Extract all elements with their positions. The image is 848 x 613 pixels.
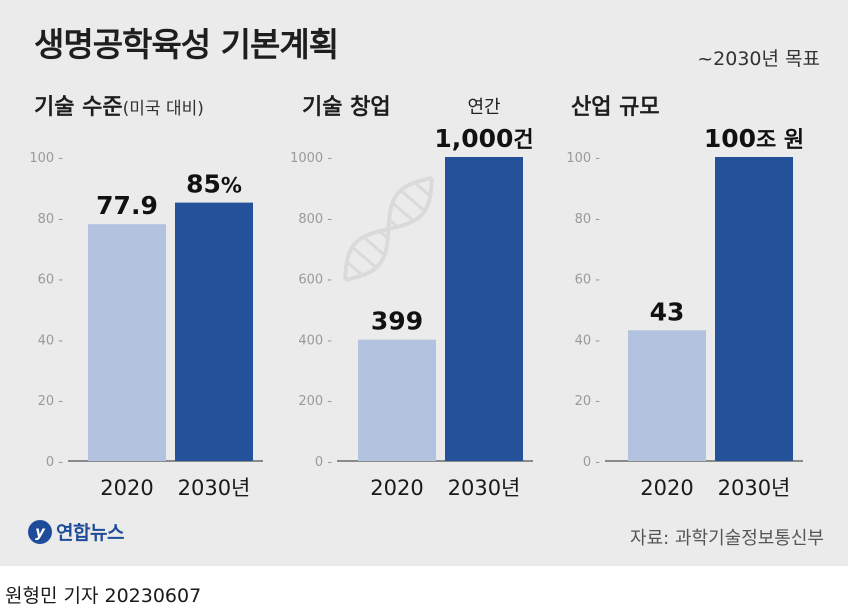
- dna-rung: [345, 260, 364, 277]
- category-label: 2020: [100, 476, 153, 500]
- dna-rung: [391, 201, 415, 223]
- y-tick-label: 1000 -: [290, 151, 332, 166]
- value-label-number: 399: [371, 307, 423, 336]
- y-tick-label: 0 -: [315, 455, 332, 470]
- y-tick-label: 20 -: [575, 394, 601, 409]
- bar: [628, 330, 706, 461]
- bar: [175, 202, 253, 461]
- dna-rung: [378, 229, 389, 240]
- page-title: 생명공학육성 기본계획: [34, 25, 339, 64]
- value-label-number: 1,000: [434, 124, 513, 153]
- logo-text: 연합뉴스: [56, 522, 124, 544]
- bar: [358, 339, 436, 461]
- y-tick-label: 600 -: [298, 273, 332, 288]
- dna-rung: [351, 245, 378, 269]
- dna-rung: [388, 218, 399, 229]
- value-label-unit: %: [221, 174, 242, 198]
- value-label: 43: [650, 297, 685, 326]
- chart-heading-main: 기술 수준: [34, 95, 123, 120]
- y-tick-label: 0 -: [583, 455, 600, 470]
- value-label: 85%: [186, 170, 242, 199]
- yonhap-logo-icon: y: [28, 519, 52, 544]
- value-label: 77.9: [96, 191, 158, 220]
- chart-heading: 기술 수준(미국 대비): [34, 95, 204, 120]
- y-tick-label: 100 -: [566, 151, 600, 166]
- value-label-number: 77.9: [96, 191, 158, 220]
- y-tick-label: 20 -: [38, 394, 64, 409]
- y-tick-label: 200 -: [298, 394, 332, 409]
- value-label-number: 43: [650, 297, 685, 326]
- value-label-unit: 건: [513, 128, 533, 153]
- y-tick-label: 100 -: [29, 151, 63, 166]
- chart-heading: 산업 규모: [571, 95, 660, 120]
- value-label: 100조 원: [704, 124, 804, 153]
- y-tick-label: 40 -: [38, 333, 64, 348]
- y-tick-label: 40 -: [575, 333, 601, 348]
- goal-note: ~2030년 목표: [697, 48, 820, 70]
- value-label-number: 100: [704, 124, 756, 153]
- dna-rung: [362, 235, 386, 257]
- category-label: 2030년: [448, 476, 521, 500]
- value-label: 1,000건: [434, 124, 533, 153]
- dna-icon: [343, 176, 434, 282]
- value-label: 399: [371, 307, 423, 336]
- y-tick-label: 0 -: [46, 455, 63, 470]
- publisher-logo: y 연합뉴스: [28, 518, 124, 545]
- y-tick-label: 80 -: [38, 212, 64, 227]
- bar: [715, 157, 793, 461]
- y-tick-label: 60 -: [575, 273, 601, 288]
- chart-heading-main: 산업 규모: [571, 95, 660, 120]
- source-note: 자료: 과학기술정보통신부: [630, 528, 824, 549]
- byline: 원형민 기자 20230607: [5, 585, 202, 607]
- dna-strand: [343, 177, 434, 281]
- category-label: 2030년: [178, 476, 251, 500]
- chart-heading: 기술 창업: [302, 95, 391, 120]
- y-tick-label: 80 -: [575, 212, 601, 227]
- value-label-unit: 조 원: [756, 128, 804, 153]
- chart-1: 기술 수준(미국 대비) 0 - 20 - 40 - 60 - 80 - 100 - 77.9…: [29, 95, 263, 500]
- bar-charts: 기술 수준(미국 대비) 0 - 20 - 40 - 60 - 80 - 100 - 77.9…: [29, 95, 804, 500]
- charts-svg: 기술 수준(미국 대비) 0 - 20 - 40 - 60 - 80 - 100 - 77.9…: [29, 95, 804, 500]
- bar: [445, 157, 523, 461]
- dna-rung: [399, 189, 426, 213]
- y-tick-label: 60 -: [38, 273, 64, 288]
- chart-heading-sub: (미국 대비): [123, 99, 204, 119]
- category-label: 2020: [370, 476, 423, 500]
- chart-3: 산업 규모 0 - 20 - 40 - 60 - 80 - 100 - 43 2020 100조 …: [566, 95, 804, 500]
- category-label: 2020: [640, 476, 693, 500]
- chart-2: 기술 창업 0 - 200 - 400 - 600 - 800 - 1000 - 399 202…: [290, 95, 534, 500]
- y-tick-label: 400 -: [298, 333, 332, 348]
- category-label: 2030년: [718, 476, 791, 500]
- value-note: 연간: [467, 97, 500, 118]
- chart-heading-main: 기술 창업: [302, 95, 391, 120]
- y-tick-label: 800 -: [298, 212, 332, 227]
- bar: [88, 224, 166, 461]
- dna-rung: [413, 181, 432, 198]
- value-label-number: 85: [186, 170, 221, 199]
